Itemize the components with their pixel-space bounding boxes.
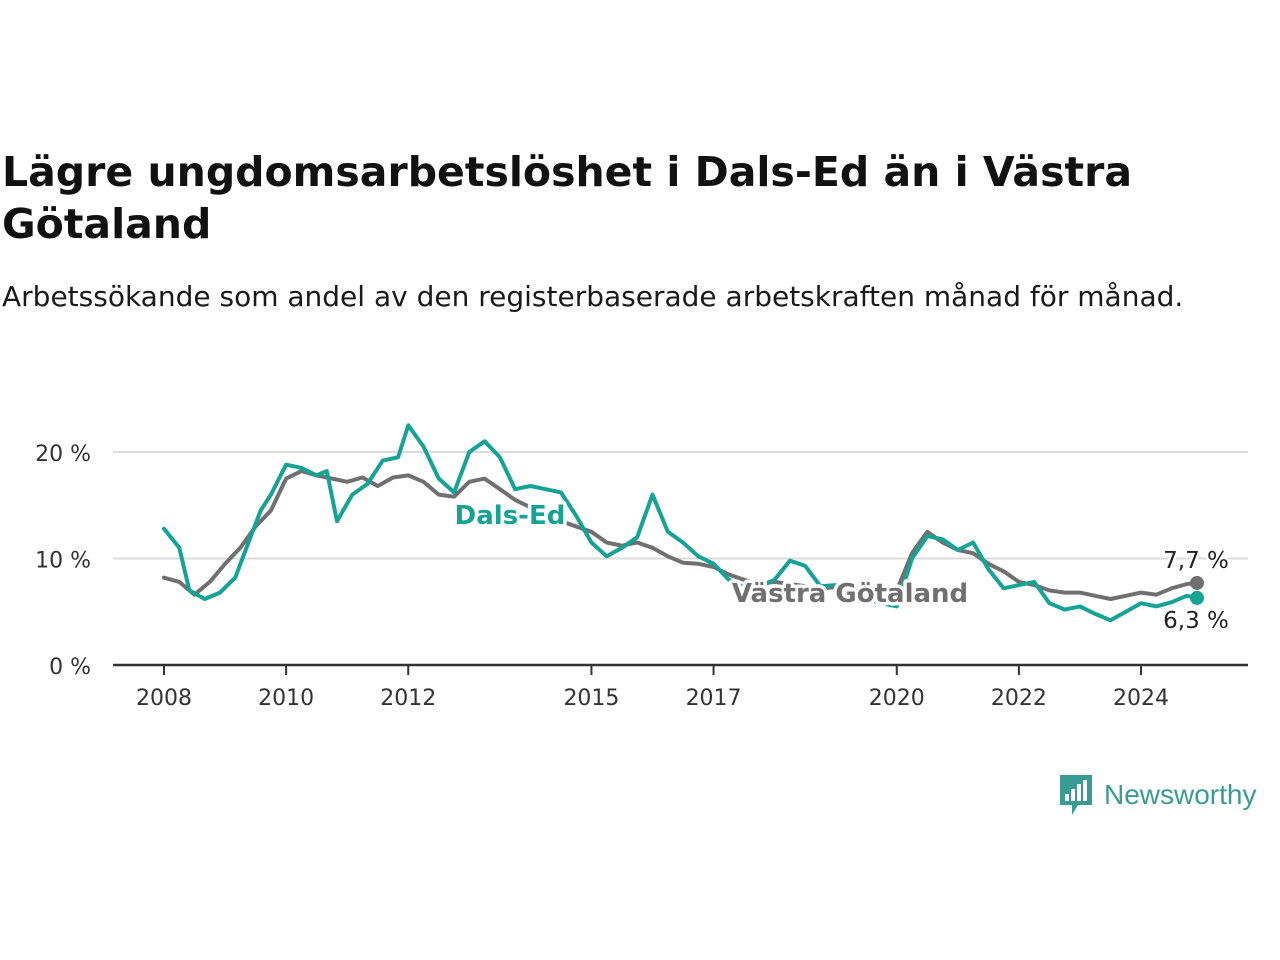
series-labels: Dals-Ed Västra Götaland 7,7 % 6,3 % — [451, 498, 1231, 637]
end-point-v-stra-g-taland — [1190, 575, 1204, 590]
x-tick-label: 2024 — [1113, 686, 1169, 711]
x-tick-label: 2010 — [258, 686, 314, 711]
x-tick-label: 2020 — [869, 686, 925, 711]
x-tick-label: 2008 — [136, 686, 192, 711]
series-label-vastra-gotaland: Västra Götaland — [732, 579, 968, 609]
chart-subtitle: Arbetssökande som andel av den registerb… — [2, 280, 1184, 313]
x-tick-label: 2015 — [563, 686, 619, 711]
y-axis-ticks: 0 % 10 % 20 % — [35, 442, 91, 680]
x-tick-label: 2017 — [686, 686, 742, 711]
end-value-dals-ed: 6,3 % — [1163, 608, 1229, 634]
x-tick-label: 2022 — [991, 686, 1047, 711]
x-tick-label: 2012 — [380, 686, 436, 711]
grid-lines — [113, 450, 1248, 560]
x-axis-ticks: 2008 2010 2012 2015 2017 2020 2022 2024 — [136, 665, 1169, 711]
chart-title: Lägre ungdomsarbetslöshet i Dals-Ed än i… — [2, 148, 1132, 248]
end-point-dals-ed — [1190, 590, 1204, 605]
series-lines — [162, 423, 1204, 623]
brand-name: Newsworthy — [1104, 779, 1257, 810]
y-tick-label: 20 % — [35, 442, 91, 467]
end-value-vastra-gotaland: 7,7 % — [1163, 548, 1229, 574]
series-label-dals-ed: Dals-Ed — [455, 501, 566, 531]
newsworthy-logo: Newsworthy — [1058, 773, 1256, 817]
series-line-dals-ed — [162, 423, 1199, 623]
newsworthy-logo-icon — [1060, 775, 1092, 815]
series-line-v-stra-g-taland — [162, 469, 1199, 601]
y-tick-label: 10 % — [35, 548, 91, 573]
y-tick-label: 0 % — [49, 655, 91, 680]
